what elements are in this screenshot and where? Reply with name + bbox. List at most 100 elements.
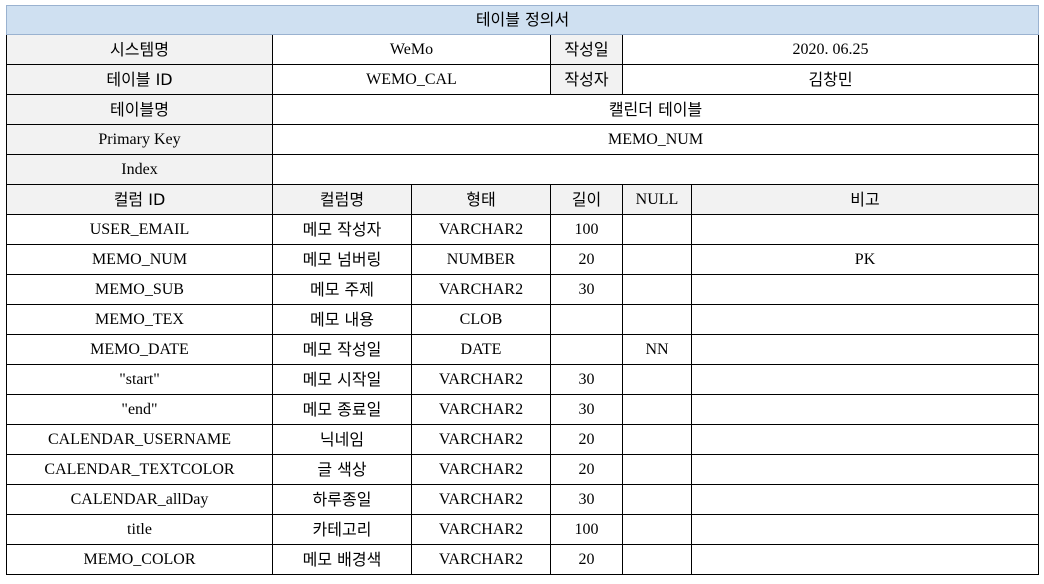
system-label: 시스템명 [6,34,273,65]
table-id-label: 테이블 ID [6,64,273,95]
cell-null [622,304,692,335]
cell-note [690,484,1040,515]
cell-column-name: 닉네임 [272,424,412,455]
cell-null [622,364,692,395]
cell-length [550,334,623,365]
table-row: "start" 메모 시작일 VARCHAR2 30 [6,364,1040,395]
table-row: MEMO_NUM 메모 넘버링 NUMBER 20 PK [6,244,1040,275]
cell-type: VARCHAR2 [411,424,551,455]
cell-null [622,274,692,305]
cell-note [690,454,1040,485]
cell-length: 30 [550,394,623,425]
cell-note [690,424,1040,455]
table-id-row: 테이블 ID WEMO_CAL 작성자 김창민 [6,64,1040,95]
cell-column-name: 메모 주제 [272,274,412,305]
cell-null [622,454,692,485]
header-column-name: 컬럼명 [272,184,412,215]
cell-note [690,334,1040,365]
date-label: 작성일 [550,34,623,65]
cell-length: 20 [550,424,623,455]
header-note: 비고 [690,184,1040,215]
cell-column-name: 메모 작성자 [272,214,412,245]
cell-column-name: 글 색상 [272,454,412,485]
definition-table: 테이블 정의서 시스템명 WeMo 작성일 2020. 06.25 테이블 ID… [5,5,1040,575]
cell-note [690,544,1040,575]
cell-type: VARCHAR2 [411,214,551,245]
cell-column-id: USER_EMAIL [6,214,273,245]
cell-null [622,244,692,275]
cell-note: PK [690,244,1040,275]
cell-null: NN [622,334,692,365]
cell-length [550,304,623,335]
table-row: title 카테고리 VARCHAR2 100 [6,514,1040,545]
table-row: CALENDAR_USERNAME 닉네임 VARCHAR2 20 [6,424,1040,455]
cell-type: VARCHAR2 [411,394,551,425]
cell-type: VARCHAR2 [411,514,551,545]
column-header-row: 컬럼 ID 컬럼명 형태 길이 NULL 비고 [6,184,1040,215]
table-id-value: WEMO_CAL [272,64,551,95]
cell-length: 30 [550,274,623,305]
table-name-row: 테이블명 캘린더 테이블 [6,94,1040,125]
cell-column-id: MEMO_TEX [6,304,273,335]
index-value [271,154,1040,185]
cell-type: VARCHAR2 [411,274,551,305]
primary-key-row: Primary Key MEMO_NUM [6,124,1040,155]
table-row: CALENDAR_TEXTCOLOR 글 색상 VARCHAR2 20 [6,454,1040,485]
system-value: WeMo [272,34,551,65]
cell-length: 20 [550,544,623,575]
header-length: 길이 [550,184,623,215]
cell-length: 100 [550,214,623,245]
cell-note [690,214,1040,245]
cell-column-id: CALENDAR_USERNAME [6,424,273,455]
cell-column-name: 메모 종료일 [272,394,412,425]
index-row: Index [6,154,1040,185]
cell-column-name: 메모 작성일 [272,334,412,365]
cell-note [690,364,1040,395]
cell-column-id: MEMO_COLOR [6,544,273,575]
header-null: NULL [622,184,692,215]
cell-column-id: "end" [6,394,273,425]
cell-note [690,394,1040,425]
cell-null [622,514,692,545]
cell-column-name: 메모 넘버링 [272,244,412,275]
cell-column-name: 메모 내용 [272,304,412,335]
table-row: "end" 메모 종료일 VARCHAR2 30 [6,394,1040,425]
cell-column-id: MEMO_SUB [6,274,273,305]
table-row: USER_EMAIL 메모 작성자 VARCHAR2 100 [6,214,1040,245]
header-type: 형태 [411,184,551,215]
cell-type: VARCHAR2 [411,364,551,395]
cell-length: 30 [550,364,623,395]
cell-note [690,304,1040,335]
cell-type: DATE [411,334,551,365]
document-title: 테이블 정의서 [5,5,1040,35]
cell-length: 100 [550,514,623,545]
cell-column-id: MEMO_DATE [6,334,273,365]
cell-null [622,544,692,575]
table-row: MEMO_SUB 메모 주제 VARCHAR2 30 [6,274,1040,305]
cell-column-name: 메모 배경색 [272,544,412,575]
cell-column-name: 카테고리 [272,514,412,545]
cell-column-id: CALENDAR_TEXTCOLOR [6,454,273,485]
cell-column-name: 메모 시작일 [272,364,412,395]
title-row: 테이블 정의서 [5,5,1040,35]
cell-column-id: MEMO_NUM [6,244,273,275]
cell-note [690,274,1040,305]
cell-length: 30 [550,484,623,515]
cell-null [622,484,692,515]
cell-column-name: 하루종일 [272,484,412,515]
cell-column-id: CALENDAR_allDay [6,484,273,515]
table-definition-document: 테이블 정의서 시스템명 WeMo 작성일 2020. 06.25 테이블 ID… [5,5,1040,575]
table-row: MEMO_TEX 메모 내용 CLOB [6,304,1040,335]
cell-length: 20 [550,454,623,485]
table-name-value: 캘린더 테이블 [271,94,1040,125]
primary-key-label: Primary Key [6,124,273,155]
cell-column-id: "start" [6,364,273,395]
table-row: MEMO_DATE 메모 작성일 DATE NN [6,334,1040,365]
table-name-label: 테이블명 [6,94,273,125]
cell-note [690,514,1040,545]
cell-type: NUMBER [411,244,551,275]
cell-type: VARCHAR2 [411,544,551,575]
cell-null [622,214,692,245]
system-row: 시스템명 WeMo 작성일 2020. 06.25 [6,34,1040,65]
author-value: 김창민 [621,64,1040,95]
